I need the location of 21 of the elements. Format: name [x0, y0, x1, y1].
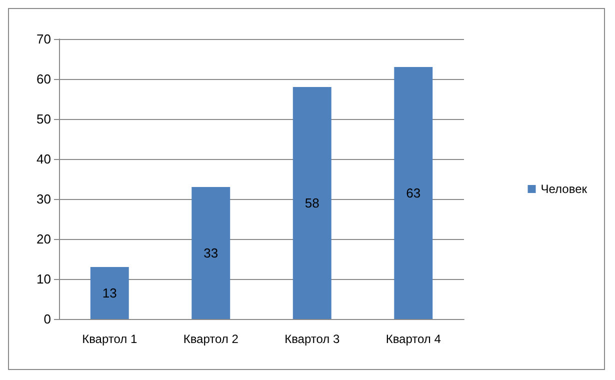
legend-label: Человек [540, 182, 588, 196]
x-tick-label: Квартол 3 [284, 332, 340, 346]
y-tick-label: 30 [36, 192, 51, 206]
y-tick-label: 70 [36, 32, 51, 46]
bar [292, 87, 332, 319]
y-tick-label: 10 [36, 272, 51, 286]
y-tick-label: 60 [36, 72, 51, 86]
x-tick-label: Квартол 2 [183, 332, 239, 346]
y-tick-label: 20 [36, 232, 51, 246]
data-label: 63 [406, 186, 421, 200]
x-tick-label: Квартол 1 [82, 332, 138, 346]
bar [394, 67, 433, 319]
x-tick-label: Квартол 4 [386, 332, 442, 346]
y-tick-label: 40 [36, 152, 51, 166]
data-label: 33 [204, 246, 218, 260]
data-label: 58 [304, 196, 320, 210]
bar [192, 187, 230, 319]
y-tick-label: 0 [44, 312, 51, 326]
y-tick-label: 50 [36, 112, 51, 126]
bar [90, 267, 129, 319]
data-label: 13 [102, 286, 117, 300]
